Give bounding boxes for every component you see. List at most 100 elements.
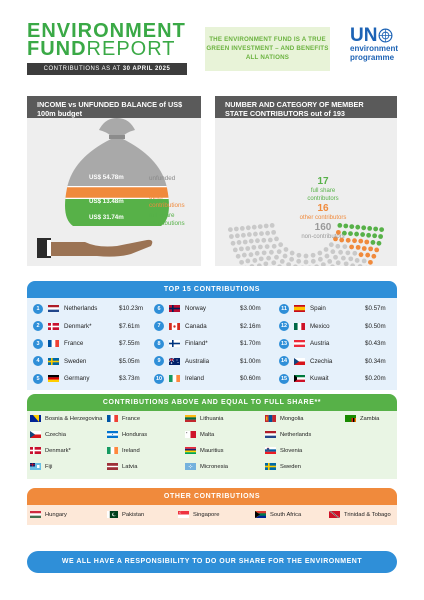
income-heading: INCOME vs UNFUNDED BALANCE of US$ 100m b…: [27, 96, 201, 118]
member-dot: [355, 244, 361, 250]
country-name: Ireland: [185, 375, 204, 382]
top15-row: 4 Sweden $5.05m: [33, 354, 159, 369]
member-dot: [330, 264, 335, 266]
member-dot: [256, 263, 262, 266]
country-name: Sweden: [280, 463, 301, 470]
country-name: Kuwait: [310, 375, 329, 382]
member-dot: [323, 247, 329, 252]
top15-row: 14 Czechia $0.34m: [279, 354, 405, 369]
member-dot: [251, 244, 257, 250]
member-dot: [234, 233, 240, 239]
country-name: Norway: [185, 305, 206, 312]
ireland-flag-icon: [107, 447, 118, 454]
member-dot: [263, 223, 269, 229]
country-name: Denmark*: [45, 447, 71, 454]
top15-row: 8 Finland* $1.70m: [154, 336, 280, 351]
country-name: Singapore: [193, 511, 220, 518]
member-dot: [274, 254, 279, 260]
rank-badge: 11: [279, 303, 289, 314]
footer-banner: WE ALL HAVE A RESPONSIBILITY TO DO OUR S…: [27, 551, 397, 573]
logo-line-1: environment: [350, 44, 399, 53]
income-panel: INCOME vs UNFUNDED BALANCE of US$ 100m b…: [27, 96, 201, 266]
country-name: Netherlands: [280, 431, 312, 438]
lithuania-flag-icon: [185, 415, 196, 422]
country-name: Zambia: [360, 415, 380, 422]
unep-logo: UN environment programme: [350, 26, 410, 70]
date-bar: CONTRIBUTIONS AS AT 30 APRIL 2025: [27, 63, 187, 75]
member-dot: [246, 232, 252, 237]
bag-tie: [109, 135, 125, 139]
mongolia-flag-icon: [265, 415, 276, 422]
rank-badge: 13: [279, 338, 289, 349]
rank-badge: 5: [33, 373, 43, 384]
contribution-value: $7.55m: [119, 340, 140, 347]
member-dot: [361, 225, 367, 231]
member-dot: [342, 244, 348, 250]
top15-row: 15 Kuwait $0.20m: [279, 371, 405, 386]
non-count: 160: [314, 222, 332, 233]
other-item: Pakistan: [107, 511, 144, 518]
member-dot: [345, 237, 351, 243]
contribution-value: $3.73m: [119, 375, 140, 382]
title-fund: FUND: [27, 38, 87, 60]
report-date: 30 APRIL 2025: [122, 66, 171, 72]
fullshare-item: Slovenia: [265, 447, 302, 454]
norway-flag-icon: [169, 305, 180, 312]
member-dot: [370, 240, 376, 245]
date-prefix: CONTRIBUTIONS AS AT: [43, 66, 121, 72]
member-dot: [376, 240, 382, 246]
member-dot: [248, 238, 254, 244]
honduras-flag-icon: [107, 431, 118, 438]
member-dot: [308, 265, 312, 266]
full-count-label-2: contributors: [307, 196, 339, 202]
country-name: Bosnia & Herzegovina: [45, 415, 103, 422]
country-name: Czechia: [45, 431, 66, 438]
country-name: Honduras: [122, 431, 148, 438]
member-dot: [360, 232, 366, 237]
trinidad-flag-icon: [329, 511, 340, 518]
rank-badge: 2: [33, 321, 43, 331]
country-name: Trinidad & Tobago: [344, 511, 391, 518]
member-dot: [245, 258, 251, 264]
member-dot: [335, 243, 341, 249]
member-dot: [253, 231, 258, 237]
top15-row: 1 Netherlands $10.23m: [33, 301, 159, 316]
rank-badge: 7: [154, 321, 164, 331]
member-dot: [352, 250, 358, 256]
top15-row: 7 Canada $2.16m: [154, 319, 280, 334]
other-item: Trinidad & Tobago: [329, 511, 391, 518]
member-dot: [361, 246, 367, 251]
member-dot: [300, 265, 304, 266]
other-count: 16: [317, 203, 329, 214]
finland-flag-icon: [169, 340, 180, 347]
member-dot: [372, 233, 378, 239]
top15-row: 10 Ireland $0.60m: [154, 371, 280, 386]
member-dot: [378, 234, 383, 239]
kuwait-flag-icon: [294, 375, 305, 382]
member-dot: [335, 260, 341, 266]
malta-flag-icon: [185, 431, 196, 438]
hand-shape: [49, 239, 153, 257]
canada-flag-icon: [169, 322, 180, 330]
member-dot: [358, 252, 364, 258]
micronesia-flag-icon: [185, 463, 196, 470]
member-dot: [366, 232, 372, 238]
fullshare-list: Bosnia & Herzegovina Czechia Denmark* Fiji F…: [27, 411, 397, 479]
member-dot: [373, 226, 379, 232]
sweden-flag-icon: [48, 357, 59, 365]
member-dot: [317, 256, 323, 262]
member-dot: [263, 261, 269, 266]
country-name: Micronesia: [200, 463, 229, 470]
contribution-value: $10.23m: [119, 305, 144, 312]
country-name: Ireland: [122, 447, 140, 454]
member-dot: [227, 227, 233, 232]
top15-row: 13 Austria $0.43m: [279, 336, 405, 351]
member-dot: [350, 263, 356, 266]
country-name: Finland*: [185, 340, 208, 347]
rank-badge: 9: [154, 356, 164, 366]
contribution-value: $1.70m: [240, 340, 261, 347]
member-dot: [279, 259, 285, 264]
member-dot: [230, 240, 236, 246]
member-legend: 17 full share contributors 16 other cont…: [293, 176, 353, 241]
southafrica-flag-icon: [255, 511, 266, 518]
